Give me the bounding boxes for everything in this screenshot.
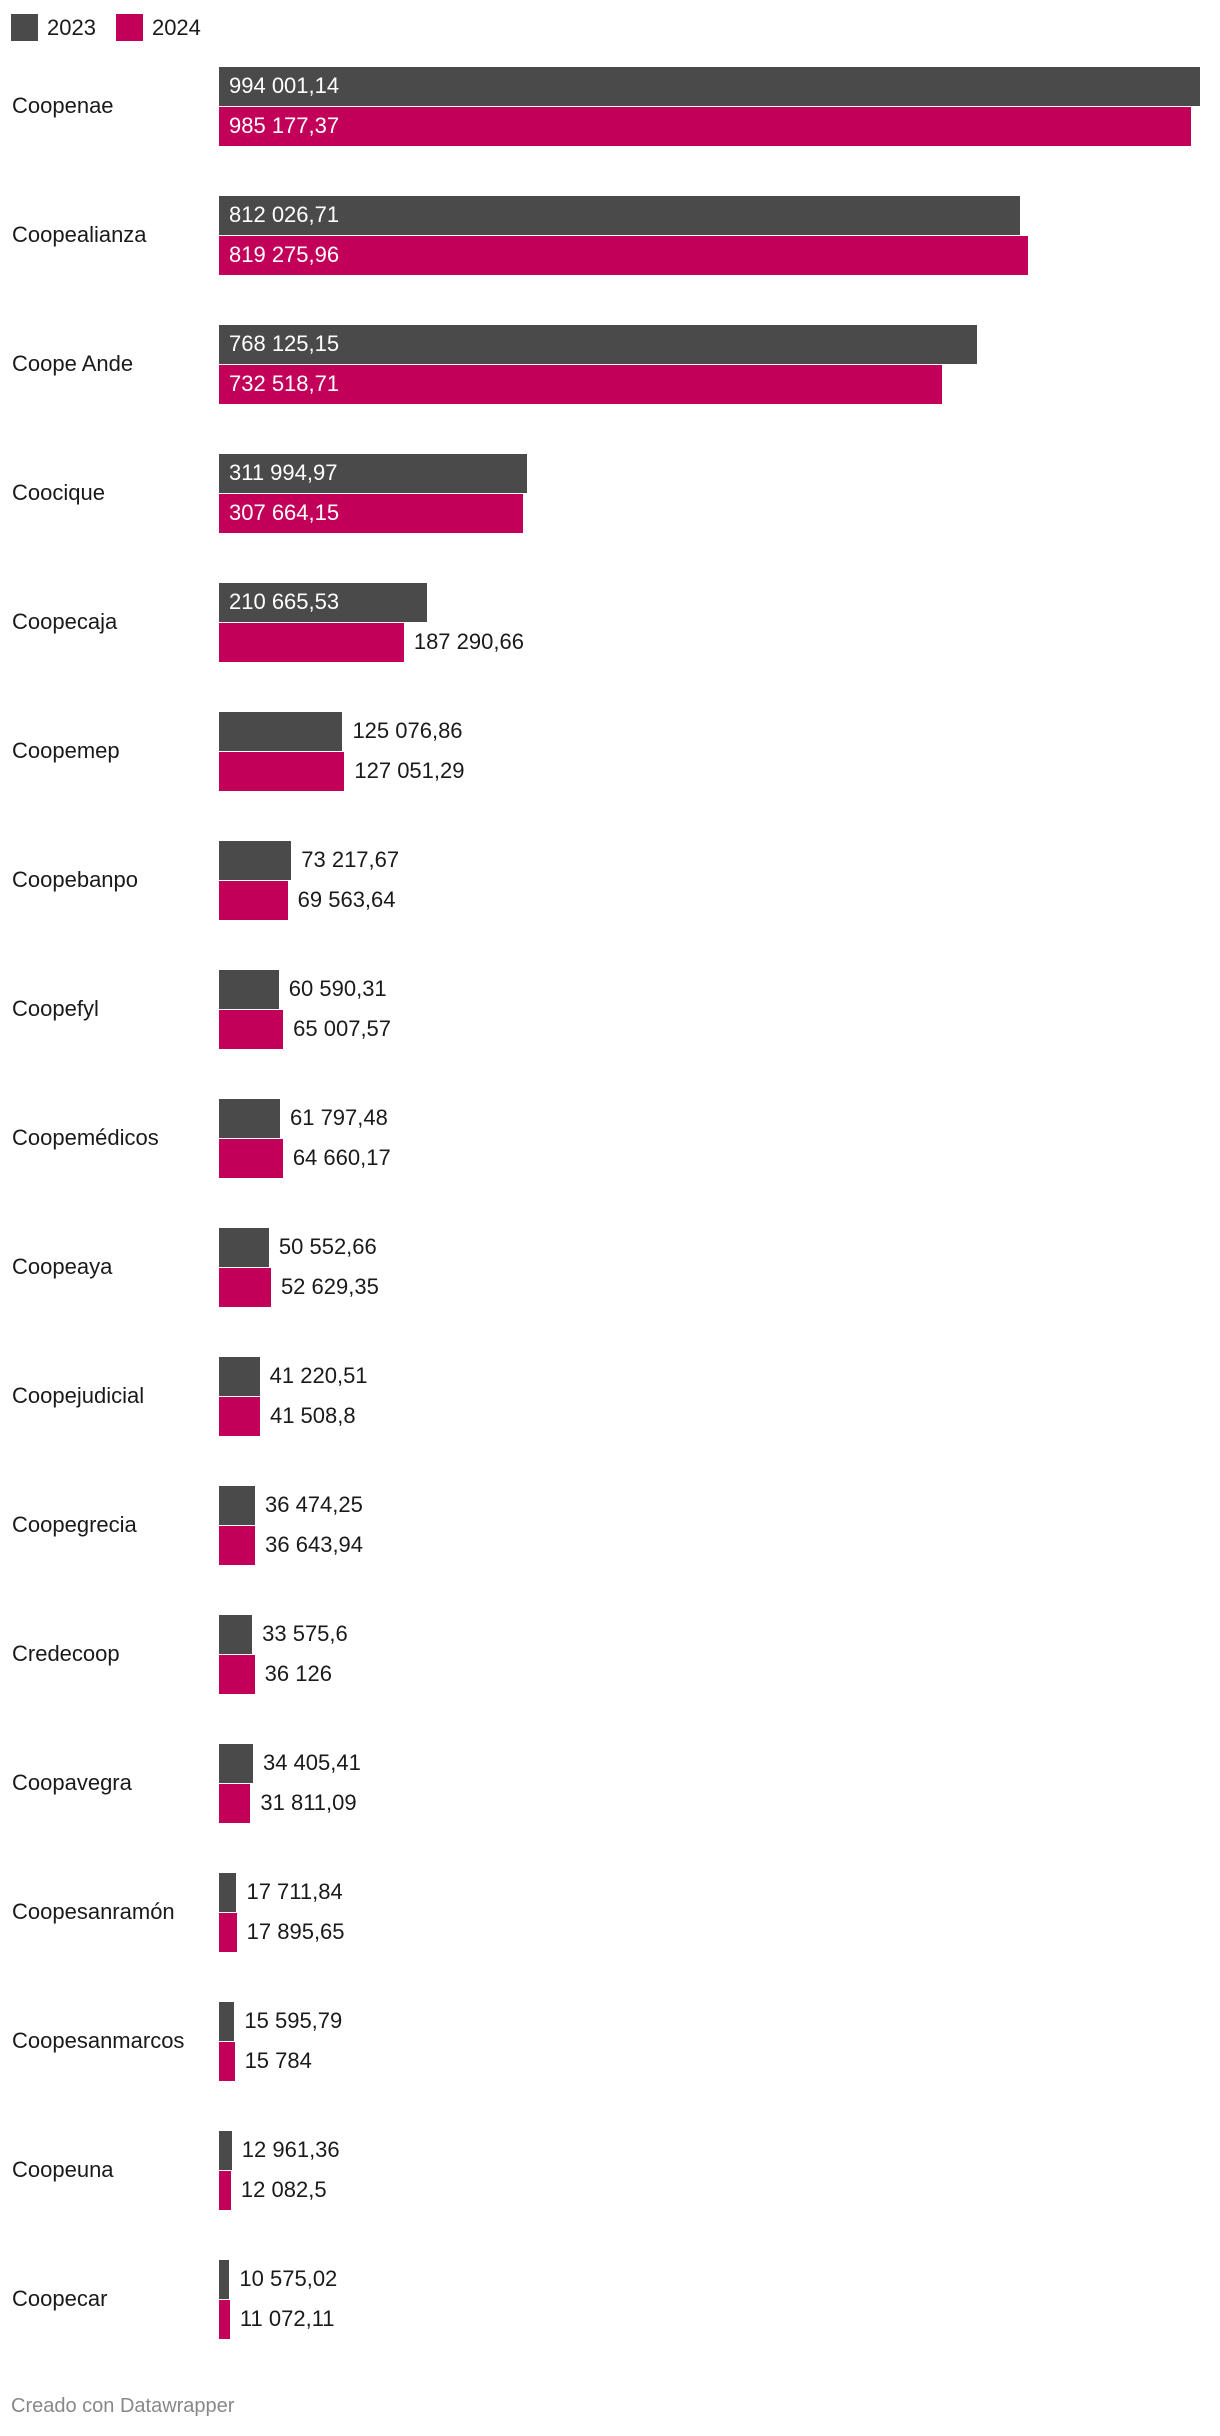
bar-coopeaya-2024 [219,1268,271,1307]
value-label-coopealianza-2024: 819 275,96 [229,242,340,267]
category-label-coopejudicial: Coopejudicial [12,1383,145,1408]
bar-coopealianza-2024 [219,236,1028,275]
bar-coopealianza-2023 [219,196,1021,235]
value-label-coopesanramon-2023: 17 711,84 [246,1879,343,1904]
bar-coopavegra-2024 [219,1784,251,1823]
value-label-coopebanpo-2024: 69 563,64 [297,887,396,912]
bar-credecoop-2024 [219,1655,255,1694]
category-label-coopecar: Coopecar [12,2286,108,2311]
value-label-coopecar-2024: 11 072,11 [239,2306,335,2331]
bar-coopeuna-2024 [219,2171,231,2210]
bar-coopemedicos-2024 [219,1139,283,1178]
bar-credecoop-2023 [219,1615,253,1654]
category-label-coopemep: Coopemep [12,738,120,763]
bar-coopeuna-2023 [219,2131,232,2170]
legend-item-2024: 2024 [115,13,201,41]
value-label-coopemedicos-2024: 64 660,17 [292,1145,391,1170]
category-label-coopenae: Coopenae [12,93,114,118]
bar-coocique-2023 [219,454,527,493]
value-label-coopecaja-2023: 210 665,53 [229,589,340,614]
bar-coopavegra-2023 [219,1744,253,1783]
value-label-coopeaya-2023: 50 552,66 [278,1234,377,1259]
category-label-coopesanmarcos: Coopesanmarcos [12,2028,185,2053]
value-label-credecoop-2024: 36 126 [264,1661,332,1686]
value-label-coopeuna-2024: 12 082,5 [240,2177,327,2202]
category-label-coopegrecia: Coopegrecia [12,1512,137,1537]
category-label-coocique: Coocique [12,480,105,505]
bar-coopebanpo-2024 [219,881,288,920]
category-label-coope-ande: Coope Ande [12,351,134,376]
value-label-coopecaja-2024: 187 290,66 [413,629,524,654]
value-label-coopesanmarcos-2023: 15 595,79 [244,2008,343,2033]
category-label-coopavegra: Coopavegra [12,1770,132,1795]
category-label-coopebanpo: Coopebanpo [12,867,139,892]
value-label-coopesanmarcos-2024: 15 784 [244,2048,312,2073]
legend-label-2023: 2023 [47,14,96,40]
bar-coopejudicial-2023 [219,1357,260,1396]
value-label-coopecar-2023: 10 575,02 [239,2266,338,2291]
footer-credit: Creado con Datawrapper [11,2395,235,2417]
value-label-coopenae-2024: 985 177,37 [229,113,340,138]
value-label-coopegrecia-2024: 36 643,94 [265,1532,364,1557]
value-label-coopeuna-2023: 12 961,36 [241,2137,340,2162]
value-label-coopebanpo-2023: 73 217,67 [301,847,400,872]
bar-coope-ande-2023 [219,325,978,364]
value-label-coopegrecia-2023: 36 474,25 [264,1492,363,1517]
bar-coopefyl-2023 [219,970,279,1009]
bar-coopecaja-2024 [219,623,404,662]
value-label-coopemedicos-2023: 61 797,48 [289,1105,388,1130]
category-label-coopemedicos: Coopemédicos [12,1125,159,1150]
bar-coopecar-2023 [219,2260,230,2299]
category-label-coopecaja: Coopecaja [12,609,118,634]
bar-coopesanmarcos-2024 [219,2042,235,2081]
bar-coopefyl-2024 [219,1010,284,1049]
bar-coopemedicos-2023 [219,1099,280,1138]
bar-coopenae-2024 [219,107,1192,146]
bar-coopemep-2023 [219,712,343,751]
category-label-coopefyl: Coopefyl [12,996,99,1021]
legend-item-2023: 2023 [11,13,96,41]
value-label-coope-ande-2023: 768 125,15 [229,331,340,356]
bar-coopenae-2023 [219,67,1200,106]
bar-coopesanramon-2023 [219,1873,237,1912]
value-label-coopejudicial-2023: 41 220,51 [269,1363,368,1388]
bar-coopemep-2024 [219,752,345,791]
value-label-coopealianza-2023: 812 026,71 [229,202,340,227]
category-label-coopeaya: Coopeaya [12,1254,113,1279]
legend-swatch-2023 [11,13,38,41]
value-label-coopavegra-2024: 31 811,09 [260,1790,357,1815]
value-label-coopefyl-2024: 65 007,57 [293,1016,392,1041]
bar-coope-ande-2024 [219,365,942,404]
bar-coopecaja-2023 [219,583,427,622]
bar-coopeaya-2023 [219,1228,269,1267]
bar-coopegrecia-2023 [219,1486,255,1525]
value-label-coope-ande-2024: 732 518,71 [229,371,340,396]
bar-coocique-2024 [219,494,523,533]
category-label-coopeuna: Coopeuna [12,2157,114,2182]
value-label-coopejudicial-2024: 41 508,8 [269,1403,356,1428]
value-label-coopenae-2023: 994 001,14 [229,73,340,98]
bar-coopegrecia-2024 [219,1526,256,1565]
bar-coopebanpo-2023 [219,841,292,880]
legend: 2023 2024 [11,12,221,42]
category-label-coopesanramon: Coopesanramón [12,1899,175,1924]
bar-coopejudicial-2024 [219,1397,260,1436]
legend-swatch-2024 [115,13,143,41]
value-label-coopesanramon-2024: 17 895,65 [246,1919,345,1944]
bar-coopesanramon-2024 [219,1913,237,1952]
value-label-coopemep-2023: 125 076,86 [352,718,463,743]
category-label-coopealianza: Coopealianza [12,222,147,247]
value-label-coopemep-2024: 127 051,29 [354,758,465,783]
value-label-coopeaya-2024: 52 629,35 [280,1274,379,1299]
bar-coopecar-2024 [219,2300,230,2339]
value-label-coocique-2023: 311 994,97 [229,460,338,485]
value-label-coopavegra-2023: 34 405,41 [262,1750,361,1775]
legend-label-2024: 2024 [151,14,201,40]
value-label-credecoop-2023: 33 575,6 [262,1621,348,1646]
value-label-coopefyl-2023: 60 590,31 [288,976,387,1001]
category-label-credecoop: Credecoop [12,1641,120,1666]
value-label-coocique-2024: 307 664,15 [229,500,340,525]
bar-coopesanmarcos-2023 [219,2002,235,2041]
